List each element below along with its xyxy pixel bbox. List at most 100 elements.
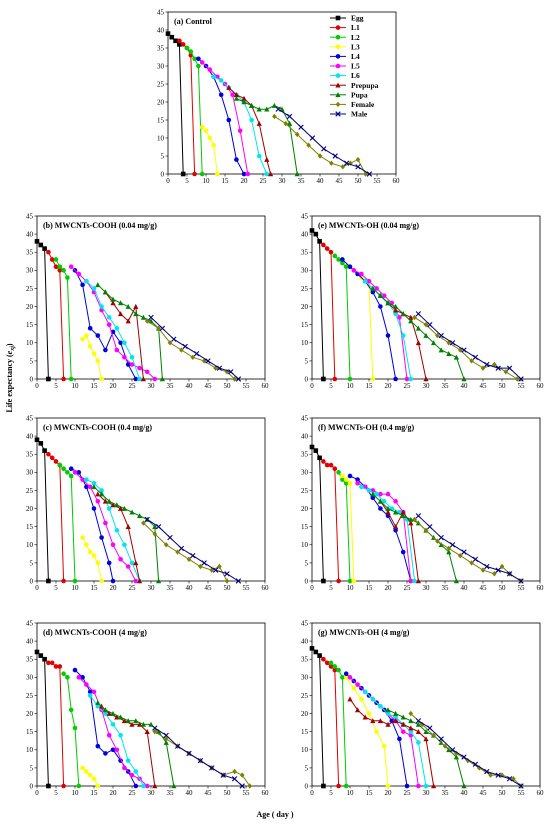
y-tick-label: 40 (26, 638, 34, 646)
data-point (133, 560, 139, 566)
data-point (495, 365, 501, 371)
y-tick-label: 35 (157, 44, 165, 52)
data-point (347, 376, 353, 382)
data-point (370, 491, 376, 497)
data-point (84, 477, 89, 482)
legend-marker (335, 92, 341, 98)
data-point (175, 549, 180, 555)
data-point (95, 783, 101, 789)
data-point (118, 714, 124, 720)
x-tick-label: 10 (347, 584, 355, 592)
data-point (347, 473, 353, 479)
x-tick-label: 35 (442, 584, 450, 592)
data-point (336, 578, 341, 584)
data-point (492, 361, 497, 368)
data-point (340, 675, 345, 680)
data-point (419, 721, 425, 728)
data-point (80, 675, 85, 680)
x-tick-label: 25 (404, 382, 412, 390)
x-tick-label: 60 (537, 789, 545, 797)
y-tick-label: 20 (26, 710, 34, 718)
y-tick-label: 45 (26, 414, 34, 422)
x-tick-label: 15 (91, 789, 99, 797)
data-point (95, 358, 101, 364)
data-point (518, 578, 524, 584)
x-tick-label: 60 (393, 177, 401, 185)
y-tick-label: 45 (26, 212, 34, 220)
data-point (46, 783, 51, 789)
y-tick-label: 30 (26, 469, 34, 477)
data-point (38, 441, 44, 446)
series-l4 (340, 257, 398, 382)
x-tick-label: 30 (423, 789, 431, 797)
data-point (91, 506, 97, 511)
y-tick-label: 25 (26, 692, 34, 700)
data-point (137, 365, 142, 371)
data-point (125, 523, 131, 529)
data-point (332, 153, 338, 159)
data-point (203, 128, 209, 134)
data-point (256, 106, 262, 112)
data-point (201, 560, 207, 566)
data-point (179, 347, 184, 353)
series-line (97, 284, 163, 380)
data-point (99, 491, 105, 497)
data-point (363, 171, 368, 177)
data-point (177, 38, 182, 44)
data-point (53, 264, 59, 270)
data-point (408, 318, 414, 324)
data-point (87, 772, 93, 778)
data-point (57, 462, 63, 468)
series-l3 (199, 124, 220, 177)
series-line (311, 446, 324, 582)
series-l4 (347, 473, 414, 584)
data-point (103, 347, 108, 353)
data-point (469, 358, 474, 364)
plot-frame (311, 622, 541, 787)
x-tick-label: 20 (110, 382, 118, 390)
data-point (34, 649, 40, 655)
data-point (46, 376, 51, 382)
series-line (311, 230, 324, 380)
data-point (99, 578, 104, 584)
data-point (61, 466, 66, 472)
data-point (61, 783, 66, 789)
y-tick-label: 0 (161, 170, 165, 178)
x-tick-label: 0 (35, 789, 39, 797)
x-tick-label: 60 (537, 382, 545, 390)
data-point (205, 358, 211, 364)
data-point (141, 783, 146, 789)
x-tick-label: 5 (329, 382, 333, 390)
x-tick-label: 40 (461, 789, 469, 797)
data-point (72, 725, 78, 731)
data-point (61, 376, 66, 382)
x-tick-label: 0 (310, 382, 314, 390)
data-point (38, 653, 44, 658)
data-point (99, 304, 104, 309)
y-tick-label: 35 (26, 451, 34, 459)
data-point (347, 480, 353, 486)
data-point (106, 322, 112, 327)
data-point (469, 560, 474, 566)
y-tick-label: 15 (157, 116, 165, 124)
data-point (42, 246, 47, 251)
data-point (91, 776, 97, 782)
x-tick-label: 55 (243, 382, 251, 390)
data-point (152, 376, 158, 382)
series-egg (165, 31, 186, 177)
data-point (34, 437, 40, 443)
data-point (435, 332, 440, 339)
y-tick-label: 30 (301, 469, 309, 477)
data-point (106, 560, 112, 566)
data-point (343, 160, 350, 166)
data-point (110, 542, 116, 548)
x-tick-label: 45 (205, 584, 213, 592)
data-point (76, 783, 82, 789)
data-point (137, 721, 143, 727)
data-point (42, 448, 47, 453)
data-point (446, 350, 452, 356)
data-point (400, 549, 406, 555)
data-point (408, 729, 414, 734)
data-point (118, 311, 124, 317)
data-point (110, 710, 116, 716)
